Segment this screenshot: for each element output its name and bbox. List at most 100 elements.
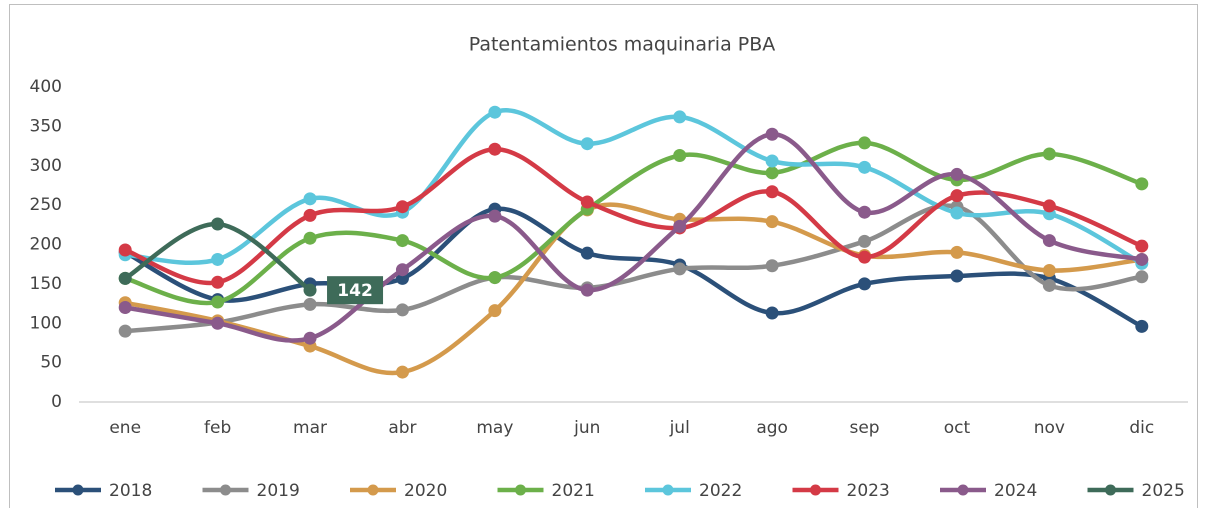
point [765,185,779,199]
point [488,304,502,318]
y-tick-label: 300 [30,156,62,176]
y-tick-label: 400 [30,77,62,97]
y-tick-label: 250 [30,195,62,215]
point [1042,147,1056,161]
legend-dot [515,484,526,496]
point [395,303,409,317]
x-tick-label: jun [573,418,600,438]
point [395,200,409,214]
point [858,234,872,248]
point [211,217,225,231]
legend-label: 2023 [847,481,890,501]
point [673,219,687,233]
point [488,209,502,223]
x-tick-label: oct [944,418,971,438]
point [858,205,872,219]
legend-label: 2022 [699,481,742,501]
chart-title: Patentamientos maquinaria PBA [469,34,776,56]
point [1135,270,1149,284]
point [1042,263,1056,277]
point [1042,278,1056,292]
point [488,271,502,285]
legend-label: 2020 [404,481,447,501]
point [765,259,779,273]
point [950,206,964,220]
point [488,142,502,156]
point [1135,177,1149,191]
legend-label: 2019 [257,481,300,501]
point [118,271,132,285]
point [395,234,409,248]
x-tick-label: ene [109,418,141,438]
legend-dot [662,484,674,496]
legend-dot [810,484,821,496]
legend-dot [367,484,379,496]
legend-label: 2021 [552,481,595,501]
point [765,306,779,320]
point [1042,234,1056,248]
point [303,297,317,311]
point [211,275,225,289]
x-tick-label: jul [669,418,690,438]
point [950,269,964,283]
point [950,189,964,203]
point [765,166,779,180]
legend-dot [957,484,969,496]
point [211,316,225,330]
point [858,160,872,174]
point [1135,252,1149,266]
point [395,263,409,277]
point [673,262,687,276]
legend-dot [1105,484,1116,496]
point [1135,239,1149,253]
legend-dot [72,484,84,496]
y-tick-label: 350 [30,116,62,136]
point [118,301,132,314]
y-tick-label: 200 [30,235,62,255]
point [765,127,779,141]
point [395,365,409,379]
point [858,136,872,150]
point [211,252,225,266]
point [858,277,872,291]
x-tick-label: nov [1034,418,1065,438]
x-tick-label: ago [756,418,788,438]
point [303,208,317,222]
x-tick-label: feb [204,418,231,438]
point [673,110,687,124]
x-tick-label: dic [1129,418,1154,438]
x-tick-label: may [476,418,513,438]
point [488,105,502,119]
data-label: 142 [337,281,373,301]
point [673,149,687,163]
legend-label: 2024 [994,481,1037,501]
legend-label: 2025 [1142,481,1185,501]
point [950,167,964,181]
point [211,295,225,309]
x-tick-label: abr [388,418,416,438]
point [580,283,594,297]
point [1042,199,1056,213]
point [303,231,317,245]
point [950,245,964,259]
x-tick-label: mar [293,418,327,438]
point [858,250,872,264]
point [580,246,594,260]
point [303,331,317,345]
point [118,324,132,338]
legend-label: 2018 [109,481,152,501]
point [303,283,317,297]
y-tick-label: 100 [30,313,62,333]
point [765,154,779,168]
x-tick-label: sep [849,418,879,438]
point [303,192,317,206]
y-tick-label: 0 [51,392,62,412]
point [580,195,594,209]
legend-dot [220,484,231,496]
point [1135,319,1149,333]
data-label-box [327,276,384,305]
y-tick-label: 50 [40,353,62,373]
point [118,243,132,257]
point [765,215,779,229]
